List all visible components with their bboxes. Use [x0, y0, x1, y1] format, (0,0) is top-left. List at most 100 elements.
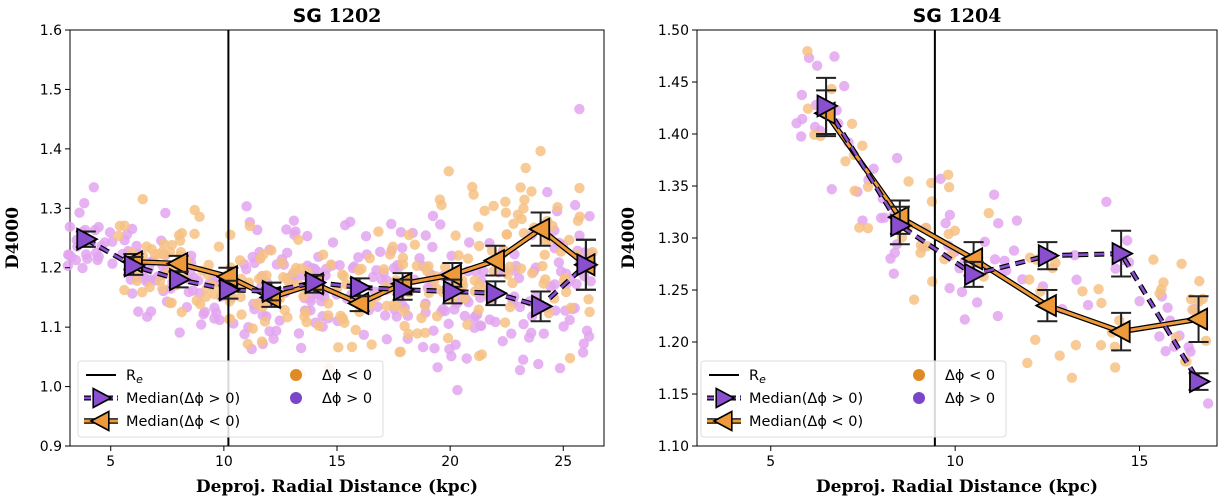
- median-neg-marker: [960, 246, 984, 271]
- scatter-point-pos: [429, 343, 440, 354]
- scatter-point-pos: [420, 230, 431, 241]
- scatter-point-pos: [484, 314, 495, 325]
- scatter-point-neg: [459, 293, 470, 304]
- scatter-point-neg: [350, 324, 361, 336]
- scatter-point-pos: [578, 338, 589, 349]
- scatter-point-pos: [281, 224, 292, 235]
- median-neg-marker: [215, 264, 238, 289]
- scatter-point-neg: [397, 259, 409, 270]
- scatter-point-neg: [479, 205, 490, 217]
- y-tick-label: 1.6: [40, 23, 62, 39]
- scatter-point-neg: [564, 353, 576, 364]
- scatter-point-neg: [857, 140, 868, 151]
- scatter-point-neg: [200, 291, 212, 303]
- legend-median-pos-label: Median(Δϕ > 0): [749, 391, 863, 407]
- legend-box: [700, 360, 1007, 438]
- scatter-point-neg: [242, 338, 254, 350]
- scatter-point-pos: [293, 328, 305, 339]
- scatter-point-pos: [506, 328, 517, 339]
- scatter-point-neg: [333, 342, 344, 353]
- scatter-point-neg: [395, 346, 406, 357]
- scatter-point-neg: [113, 230, 124, 242]
- median-neg-line: [824, 112, 1199, 334]
- scatter-point-pos: [443, 318, 454, 330]
- scatter-point-neg: [1200, 335, 1212, 347]
- scatter-point-pos: [367, 271, 379, 283]
- x-axis-label: Deproj. Radial Distance (kpc): [816, 477, 1098, 497]
- y-tick-label: 1.45: [658, 75, 689, 91]
- scatter-point-pos: [829, 51, 840, 62]
- median-neg-marker: [1034, 293, 1057, 318]
- median-pos-marker: [169, 267, 192, 292]
- scatter-point-neg: [515, 182, 526, 193]
- scatter-point-neg: [504, 261, 515, 272]
- scatter-point-neg: [1066, 372, 1078, 384]
- panel-sg1202: 5 10 15 20 25 0.9 1.0 1.1 1.2 1.3 1.4 1.5 1.6 Re Medi…: [3, 5, 605, 497]
- scatter-point-pos: [427, 241, 438, 253]
- scatter-point-neg: [552, 201, 563, 213]
- scatter-point-neg: [439, 261, 451, 273]
- scatter-point-neg: [137, 194, 148, 205]
- scatter-point-neg: [574, 182, 585, 194]
- median-pos-marker: [890, 213, 913, 238]
- scatter-point-pos: [452, 384, 463, 396]
- median-pos-marker: [123, 253, 147, 278]
- y-tick-label: 1.40: [658, 127, 689, 143]
- scatter-point-pos: [133, 306, 144, 317]
- scatter-point-neg: [1070, 339, 1082, 351]
- scatter-point-pos: [1071, 274, 1082, 285]
- scatter-point-neg: [153, 249, 165, 260]
- scatter-point-neg: [422, 265, 433, 277]
- legend-re-subscript: e: [759, 373, 766, 386]
- legend-median-neg-marker: [89, 410, 110, 432]
- scatter-point-pos: [553, 257, 565, 268]
- scatter-point-neg: [258, 249, 269, 260]
- scatter-point-pos: [375, 246, 386, 258]
- scatter-point-neg: [539, 249, 550, 261]
- scatter-point-neg: [403, 328, 414, 340]
- scatter-point-neg: [166, 297, 177, 308]
- scatter-point-neg: [462, 253, 474, 264]
- scatter-point-neg: [501, 229, 512, 240]
- scatter-point-neg: [453, 250, 464, 261]
- scatter-point-pos: [517, 354, 529, 365]
- scatter-point-neg: [560, 286, 572, 298]
- scatter-point-pos: [574, 230, 585, 241]
- scatter-point-neg: [259, 316, 271, 327]
- legend: Re Median(Δϕ > 0) Median(Δϕ < 0) Δϕ < 0 Δϕ >…: [77, 360, 384, 438]
- scatter-point-neg: [399, 306, 410, 317]
- scatter-point-pos: [386, 218, 397, 230]
- legend-dot-pos: [290, 392, 302, 404]
- scatter-point-neg: [339, 317, 350, 328]
- scatter-point-neg: [488, 265, 500, 277]
- median-neg-marker: [165, 251, 189, 276]
- y-tick-label: 1.3: [40, 201, 62, 217]
- scatter-point-neg: [141, 241, 152, 252]
- median-neg-marker: [482, 248, 505, 273]
- scatter-point-neg: [431, 311, 443, 322]
- scatter-point-neg: [346, 341, 358, 353]
- legend-median-pos-label: Median(Δϕ > 0): [126, 391, 240, 407]
- scatter-point-neg: [846, 118, 858, 130]
- scatter-point-neg: [209, 289, 220, 300]
- scatter-point-neg: [119, 220, 130, 231]
- scatter-point-neg: [442, 332, 454, 344]
- scatter-point-pos: [79, 197, 90, 209]
- scatter-point-neg: [288, 267, 299, 278]
- median-pos-marker: [531, 294, 554, 319]
- x-axis-label: Deproj. Radial Distance (kpc): [196, 477, 478, 497]
- median-pos-marker: [218, 277, 242, 302]
- scatter-point-neg: [419, 300, 431, 311]
- scatter-point-pos: [809, 121, 821, 133]
- scatter-point-pos: [281, 247, 293, 259]
- legend-dot-pos: [913, 392, 925, 404]
- y-tick-label: 1.1: [40, 320, 62, 336]
- scatter-point-pos: [497, 336, 508, 347]
- scatter-point-pos: [988, 189, 1000, 200]
- median-pos-line: [85, 238, 587, 308]
- scatter-point-pos: [183, 286, 194, 298]
- scatter-point-pos: [464, 237, 475, 248]
- median-pos-marker: [442, 279, 466, 304]
- legend-median-neg-label: Median(Δϕ < 0): [126, 414, 240, 430]
